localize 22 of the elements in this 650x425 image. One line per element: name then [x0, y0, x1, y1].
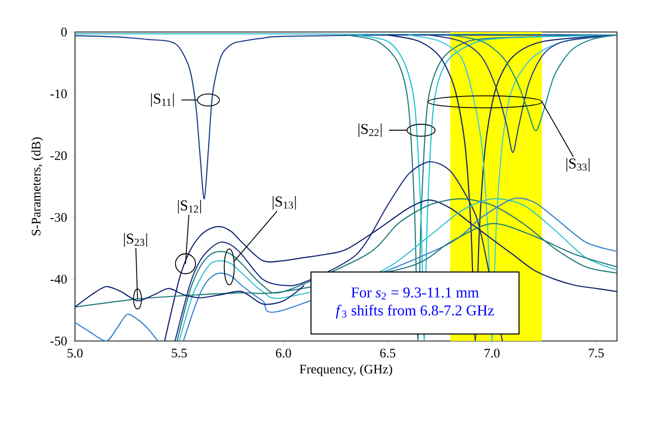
x-tick-label: 5.5	[172, 348, 187, 358]
annotation: |S$_{12}$|	[178, 200, 201, 214]
y-tick-label: -10	[50, 89, 67, 98]
annotation: |S$_{33}$|	[566, 158, 590, 172]
y-tick-label: 0	[61, 28, 67, 36]
annotation: |S$_{23}$|	[124, 233, 148, 247]
annotation: |S$_{22}$|	[358, 123, 382, 138]
annotation: |S$_{13}$|	[272, 196, 296, 210]
annotation: f$_{3}$ shifts from 6.8-7.2 GHz	[336, 304, 494, 319]
x-tick-label: 7.5	[588, 348, 604, 358]
annotation: |S$_{11}$|	[151, 93, 174, 107]
x-axis-title: Frequency, (GHz)	[300, 364, 392, 376]
x-tick-label: 7.0	[484, 348, 500, 358]
y-tick-label: -50	[50, 336, 67, 346]
y-tick-label: -20	[50, 151, 67, 160]
x-tick-label: 6.5	[380, 348, 396, 358]
y-axis-title: S-Parameters, (dB)	[31, 137, 44, 236]
y-tick-label: -30	[50, 213, 67, 222]
x-tick-label: 5.0	[68, 348, 83, 358]
x-tick-label: 6.0	[276, 348, 292, 358]
annotation: For s$_{2}$ = 9.3-11.1 mm	[351, 288, 479, 300]
y-tick-label: -40	[50, 274, 67, 284]
